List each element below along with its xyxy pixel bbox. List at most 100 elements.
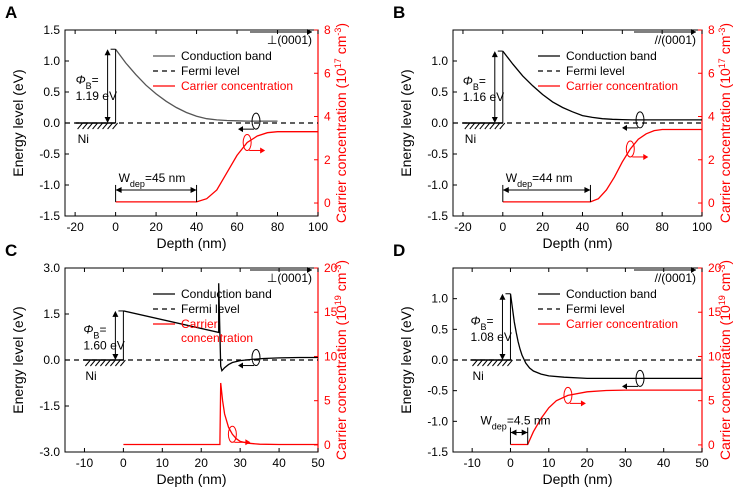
y-tick-label: -1.5 [39, 209, 60, 223]
x-tick-label: 10 [156, 456, 170, 470]
wdep-label: Wdep=45 nm [119, 171, 186, 189]
legend-fermi-level: Fermi level [181, 64, 240, 78]
barrier-symbol: ΦB= [76, 73, 99, 91]
orientation-arrowhead [307, 29, 312, 35]
hatch-mark [82, 122, 88, 130]
hatch-mark [87, 122, 93, 130]
right-axis-title: Carrier concentration (1017 cm-3) [717, 23, 733, 223]
legend-fermi-level: Fermi level [566, 302, 625, 316]
y-tick-label: 0.0 [43, 353, 60, 367]
barrier-value: 1.16 eV [463, 90, 504, 104]
hatch-mark [97, 122, 103, 130]
metal-label: Ni [465, 132, 476, 146]
hatch-mark [110, 359, 116, 367]
legend-carrier-concentration: Carrier concentration [566, 79, 678, 93]
x-tick-label: 20 [195, 456, 209, 470]
hatch-mark [102, 122, 108, 130]
panel-letter: D [393, 241, 405, 260]
barrier-arrowhead-bottom [112, 354, 119, 360]
carrier-concentration-line [510, 389, 702, 446]
hatch-mark [105, 359, 111, 367]
hatch-mark [95, 359, 101, 367]
wdep-label: Wdep=44 nm [506, 171, 573, 189]
barrier-arrowhead-bottom [491, 117, 498, 123]
legend-conduction-band: Conduction band [566, 49, 657, 63]
right-y-tick-label: 2 [324, 153, 331, 167]
x-tick-label: 40 [272, 456, 286, 470]
x-tick-label: 30 [619, 456, 633, 470]
hatch-mark [502, 359, 508, 367]
legend-carrier-concentration-line2: concentration [181, 331, 253, 345]
x-tick-label: 100 [308, 220, 328, 234]
band-axis-arrowhead [622, 124, 627, 131]
x-tick-label: 80 [655, 220, 669, 234]
panel-B: B -20 0 20 40 60 80 100 -1.5 -1.0 -0.5 0.0 0.5 1.0 0 2 4… [393, 3, 733, 251]
y-tick-label: -0.5 [427, 384, 448, 398]
y-tick-label: -1.0 [427, 178, 448, 192]
right-y-tick-label: 0 [708, 438, 715, 452]
x-tick-label: 0 [112, 220, 119, 234]
y-tick-label: -1.5 [39, 399, 60, 413]
hatch-mark [464, 122, 471, 130]
right-y-tick-label: 5 [708, 394, 715, 408]
y-tick-label: -1.5 [427, 209, 448, 223]
legend-conduction-band: Conduction band [181, 49, 272, 63]
x-tick-label: -10 [76, 456, 94, 470]
hatch-mark [120, 359, 126, 367]
y-tick-label: 3.0 [43, 261, 60, 275]
x-tick-label: 80 [271, 220, 285, 234]
legend-carrier-concentration: Carrier concentration [181, 79, 293, 93]
y-tick-label: 0.0 [431, 353, 448, 367]
wdep-arrowhead-right [190, 186, 197, 193]
plot-area [65, 48, 318, 203]
x-tick-label: 50 [695, 456, 709, 470]
orientation-label: ⊥(0001) [267, 271, 312, 285]
left-axis-title: Energy level (eV) [398, 69, 414, 176]
hatch-mark [482, 359, 488, 367]
hatch-mark [115, 359, 121, 367]
carrier-concentration-line [502, 128, 702, 203]
x-axis-title: Depth (nm) [156, 471, 226, 487]
right-y-tick-label: 0 [708, 196, 715, 210]
x-tick-label: 10 [542, 456, 556, 470]
right-y-tick-label: 10 [324, 349, 338, 363]
orientation-arrowhead [691, 29, 696, 35]
hatch-mark [487, 359, 493, 367]
x-tick-label: -10 [463, 456, 481, 470]
barrier-value: 1.08 eV [470, 330, 511, 344]
carrier-axis-arrowhead [580, 400, 586, 407]
hatch-mark [479, 122, 486, 130]
x-tick-label: 100 [692, 220, 712, 234]
right-y-tick-label: 0 [324, 438, 331, 452]
barrier-arrowhead-top [104, 49, 111, 56]
y-tick-label: 1.0 [431, 54, 448, 68]
barrier-symbol: ΦB= [463, 74, 486, 92]
barrier-arrowhead-top [499, 293, 506, 300]
carrier-axis-marker [227, 425, 237, 443]
y-tick-label: 0.5 [431, 85, 448, 99]
y-tick-label: -3.0 [39, 445, 60, 459]
panel-letter: C [5, 241, 17, 260]
right-axis-title: Carrier concentration (1017 cm-3) [333, 23, 349, 223]
conduction-band-line [509, 293, 702, 380]
y-tick-label: 1.5 [43, 307, 60, 321]
plot-area [65, 283, 318, 446]
panel-letter: A [5, 3, 17, 22]
legend-carrier-concentration: Carrier concentration [566, 317, 678, 331]
x-tick-label: 50 [311, 456, 325, 470]
band-axis-arrowhead [622, 383, 627, 390]
conduction-band-line [115, 48, 278, 122]
right-y-tick-label: 6 [324, 66, 331, 80]
hatch-mark [507, 359, 513, 367]
carrier-axis-marker [242, 133, 252, 151]
orientation-label: //(0001) [655, 33, 696, 47]
y-tick-label: -1.5 [427, 445, 448, 459]
metal-label: Ni [85, 369, 96, 383]
x-tick-label: -20 [66, 220, 84, 234]
carrier-concentration-line [123, 382, 318, 446]
left-axis-title: Energy level (eV) [10, 306, 26, 413]
hatch-mark [107, 122, 113, 130]
right-y-tick-label: 8 [324, 23, 331, 37]
x-tick-label: 60 [230, 220, 244, 234]
x-tick-label: -20 [454, 220, 472, 234]
